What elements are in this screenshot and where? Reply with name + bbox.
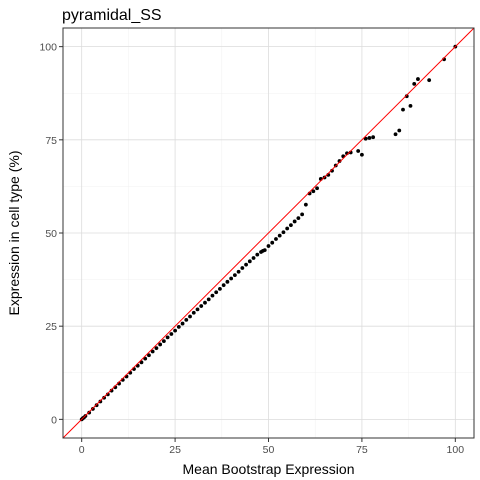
data-point: [232, 273, 237, 278]
data-point: [225, 279, 230, 284]
data-point: [266, 244, 271, 248]
data-point: [247, 259, 252, 264]
y-axis: 0 25 50 75 100: [39, 42, 63, 426]
data-point: [367, 136, 372, 140]
y-tick-label: 75: [45, 135, 57, 147]
data-point: [218, 287, 222, 291]
data-point: [360, 152, 364, 157]
identity-reference-line: [62, 27, 475, 439]
data-point: [139, 360, 144, 365]
data-point: [105, 392, 110, 397]
data-point: [270, 240, 275, 245]
y-tick-label: 50: [45, 228, 57, 240]
data-point: [169, 332, 174, 336]
y-axis-title: Expression in cell type (%): [6, 151, 22, 316]
data-point: [292, 219, 297, 224]
data-point: [296, 216, 301, 220]
data-point: [221, 283, 226, 288]
data-point: [416, 77, 420, 81]
data-point: [161, 339, 166, 343]
data-point: [199, 304, 204, 308]
data-point: [315, 186, 319, 191]
data-point: [251, 256, 256, 260]
y-tick-label: 25: [45, 321, 57, 333]
data-point: [427, 78, 432, 83]
data-points: [79, 44, 458, 422]
data-point: [401, 107, 405, 112]
data-point: [87, 410, 92, 415]
x-tick-label: 25: [169, 444, 181, 456]
data-point: [143, 356, 148, 361]
major-gridlines: [63, 28, 474, 438]
data-point: [109, 388, 114, 393]
data-point: [229, 276, 234, 281]
data-point: [404, 94, 409, 99]
data-point: [363, 136, 368, 141]
data-point: [150, 349, 155, 354]
data-point: [165, 335, 170, 340]
y-tick-label: 100: [39, 42, 57, 54]
data-point: [176, 325, 181, 329]
data-point: [337, 159, 342, 163]
data-point: [289, 223, 293, 228]
data-point: [184, 317, 189, 322]
data-point: [393, 132, 398, 137]
data-point: [262, 248, 267, 253]
data-point: [90, 407, 95, 411]
data-point: [102, 395, 106, 400]
data-point: [408, 104, 413, 108]
x-axis: 0 25 50 75 100: [79, 438, 464, 456]
data-point: [412, 82, 417, 86]
data-point: [330, 168, 334, 173]
data-point: [244, 262, 248, 267]
x-axis-title: Mean Bootstrap Expression: [183, 461, 355, 477]
data-point: [147, 353, 151, 358]
data-point: [154, 346, 159, 351]
data-point: [311, 189, 316, 194]
data-point: [203, 300, 207, 305]
data-point: [397, 128, 402, 133]
data-point: [188, 314, 192, 319]
data-point: [300, 212, 305, 217]
data-point: [210, 293, 215, 298]
data-point: [285, 226, 290, 231]
data-point: [240, 266, 245, 270]
data-point: [98, 399, 103, 404]
data-point: [206, 297, 211, 302]
x-tick-label: 100: [447, 444, 465, 456]
data-point: [173, 328, 177, 333]
y-tick-label: 0: [51, 414, 57, 426]
data-point: [158, 342, 163, 347]
x-tick-label: 0: [79, 444, 85, 456]
data-point: [195, 307, 200, 312]
data-point: [255, 252, 260, 257]
x-tick-label: 75: [356, 444, 368, 456]
data-point: [214, 290, 219, 295]
data-point: [281, 230, 286, 235]
chart-title: pyramidal_SS: [62, 7, 162, 24]
data-point: [371, 135, 376, 140]
data-point: [277, 233, 282, 238]
x-tick-label: 50: [263, 444, 275, 456]
data-point: [356, 149, 361, 153]
data-point: [236, 269, 241, 274]
data-point: [180, 321, 185, 326]
data-point: [94, 403, 99, 408]
data-point: [274, 237, 278, 241]
data-point: [191, 310, 196, 315]
data-point: [303, 202, 308, 207]
